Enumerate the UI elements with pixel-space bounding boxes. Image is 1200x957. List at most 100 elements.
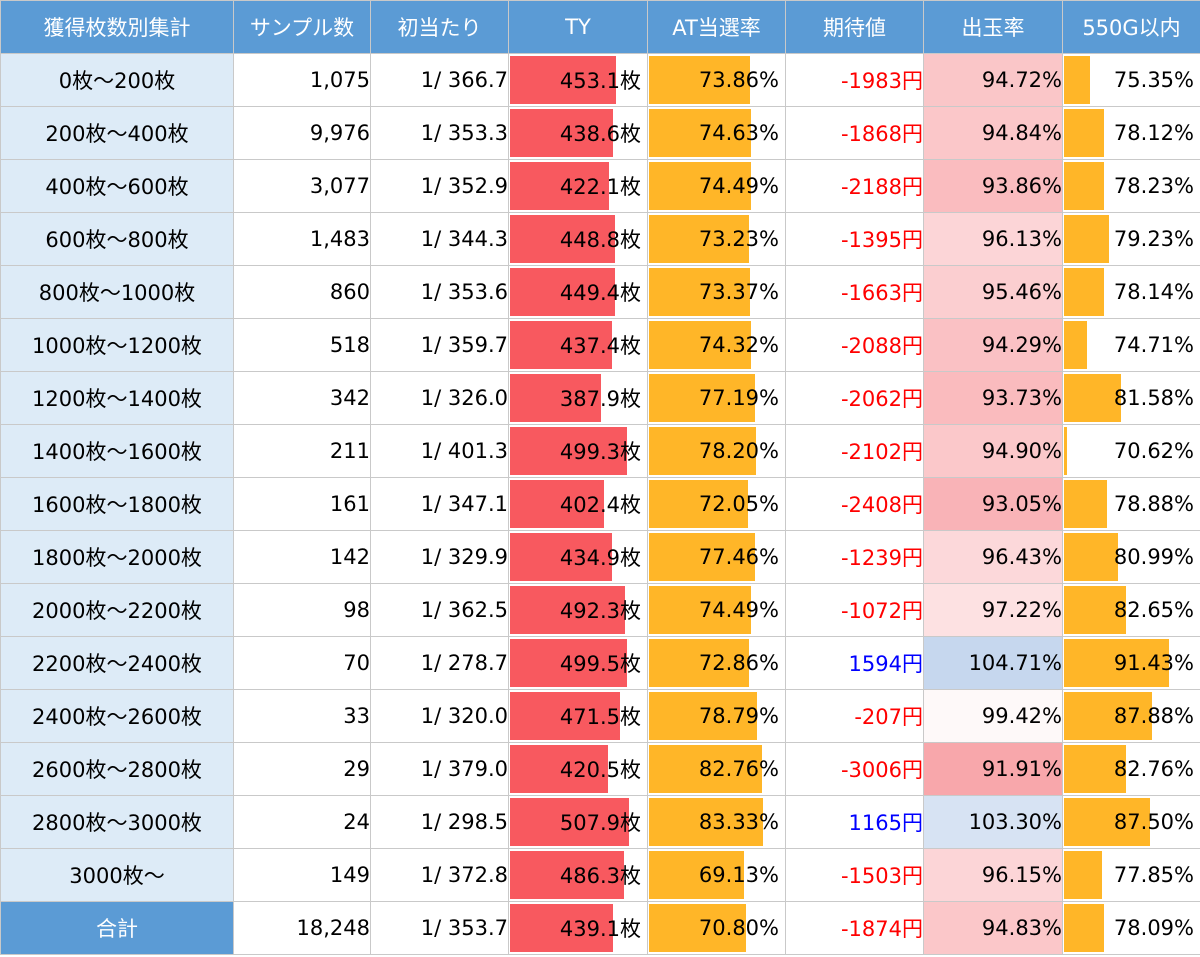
within-550g-cell-bar [1064,109,1104,157]
samples-cell: 518 [233,318,371,372]
ty-cell-bar [510,851,624,899]
expected-value-cell: 1165円 [785,795,924,849]
ty-cell: 420.5枚 [508,742,648,796]
at-rate-cell-value: 72.86% [698,651,779,675]
row-label: 600枚～800枚 [0,212,234,266]
table-row: 200枚～400枚 9,976 1/ 353.3 438.6枚 74.63% -1868円… [0,106,1200,160]
at-rate-cell-value: 73.37% [698,280,779,304]
at-rate-cell-value: 82.76% [698,757,779,781]
ty-cell: 471.5枚 [508,689,648,743]
at-rate-cell: 69.13% [647,848,786,902]
first-hit-cell: 1/ 366.7 [370,53,509,107]
samples-cell: 3,077 [233,159,371,213]
table-row: 1000枚～1200枚 518 1/ 359.7 437.4枚 74.32% -2088円… [0,318,1200,372]
header-payout-rate: 出玉率 [923,0,1063,54]
row-label: 0枚～200枚 [0,53,234,107]
samples-cell: 161 [233,477,371,531]
at-rate-cell: 72.86% [647,636,786,690]
within-550g-cell: 70.62% [1062,424,1200,478]
within-550g-cell-bar [1064,692,1152,740]
ty-cell-bar [510,268,616,316]
ty-cell-value: 448.8枚 [559,228,641,252]
within-550g-cell: 75.35% [1062,53,1200,107]
within-550g-cell: 81.58% [1062,371,1200,425]
expected-value-cell: -2102円 [785,424,924,478]
table-row: 3000枚～ 149 1/ 372.8 486.3枚 69.13% -1503円 96.15… [0,848,1200,902]
at-rate-cell: 82.76% [647,742,786,796]
ty-cell-value: 437.4枚 [559,334,641,358]
within-550g-cell-bar [1064,798,1150,846]
at-rate-cell-value: 69.13% [698,863,779,887]
at-rate-cell-bar [649,374,755,422]
at-rate-cell-bar [649,798,764,846]
ty-cell-value: 422.1枚 [559,175,641,199]
ty-cell-bar [510,586,626,634]
within-550g-cell-value: 82.76% [1113,757,1194,781]
first-hit-cell: 1/ 353.7 [370,901,509,955]
at-rate-cell-bar [649,533,756,581]
at-rate-cell: 73.37% [647,265,786,319]
ty-cell-bar [510,639,627,687]
payout-rate-cell: 96.13% [923,212,1063,266]
payout-rate-cell: 96.15% [923,848,1063,902]
row-label: 2000枚～2200枚 [0,583,234,637]
at-rate-cell-value: 78.20% [698,439,779,463]
ty-cell-bar [510,745,609,793]
header-expected-value: 期待値 [785,0,924,54]
within-550g-cell-value: 79.23% [1113,227,1194,251]
within-550g-cell-bar [1064,268,1104,316]
within-550g-cell: 87.50% [1062,795,1200,849]
within-550g-cell-value: 87.50% [1113,810,1194,834]
row-label: 200枚～400枚 [0,106,234,160]
header-row: 獲得枚数別集計 サンプル数 初当たり TY AT当選率 期待値 出玉率 550G… [0,0,1200,54]
at-rate-cell-bar [649,321,751,369]
payout-rate-cell: 103.30% [923,795,1063,849]
first-hit-cell: 1/ 353.3 [370,106,509,160]
payout-rate-cell: 97.22% [923,583,1063,637]
at-rate-cell: 77.19% [647,371,786,425]
first-hit-cell: 1/ 344.3 [370,212,509,266]
at-rate-cell-bar [649,427,757,475]
expected-value-cell: 1594円 [785,636,924,690]
at-rate-cell-bar [649,109,752,157]
row-label: 1800枚～2000枚 [0,530,234,584]
row-label: 800枚～1000枚 [0,265,234,319]
within-550g-cell-bar [1064,162,1105,210]
within-550g-cell-value: 82.65% [1113,598,1194,622]
first-hit-cell: 1/ 352.9 [370,159,509,213]
at-rate-cell-bar [649,56,751,104]
ty-cell-bar [510,321,613,369]
within-550g-cell-bar [1064,427,1067,475]
first-hit-cell: 1/ 298.5 [370,795,509,849]
ty-cell-bar [510,427,627,475]
header-ty: TY [508,0,648,54]
table-row: 0枚～200枚 1,075 1/ 366.7 453.1枚 73.86% -1983円 94… [0,53,1200,107]
payout-rate-cell: 93.05% [923,477,1063,531]
at-rate-cell-value: 74.49% [698,598,779,622]
within-550g-cell-value: 81.58% [1113,386,1194,410]
at-rate-cell: 78.79% [647,689,786,743]
table-row: 合計 18,248 1/ 353.7 439.1枚 70.80% -1874円 94.83%… [0,901,1200,955]
samples-cell: 18,248 [233,901,371,955]
expected-value-cell: -1072円 [785,583,924,637]
within-550g-cell: 78.12% [1062,106,1200,160]
first-hit-cell: 1/ 379.0 [370,742,509,796]
at-rate-cell-value: 72.05% [698,492,779,516]
ty-cell-bar [510,215,616,263]
within-550g-cell-bar [1064,480,1108,528]
payout-rate-cell: 93.86% [923,159,1063,213]
within-550g-cell: 78.88% [1062,477,1200,531]
ty-cell: 387.9枚 [508,371,648,425]
expected-value-cell: -207円 [785,689,924,743]
row-label: 1200枚～1400枚 [0,371,234,425]
expected-value-cell: -1239円 [785,530,924,584]
at-rate-cell: 74.49% [647,583,786,637]
expected-value-cell: -1503円 [785,848,924,902]
within-550g-cell-value: 77.85% [1113,863,1194,887]
within-550g-cell: 79.23% [1062,212,1200,266]
samples-cell: 29 [233,742,371,796]
row-label: 400枚～600枚 [0,159,234,213]
at-rate-cell-bar [649,586,752,634]
within-550g-cell-value: 91.43% [1113,651,1194,675]
